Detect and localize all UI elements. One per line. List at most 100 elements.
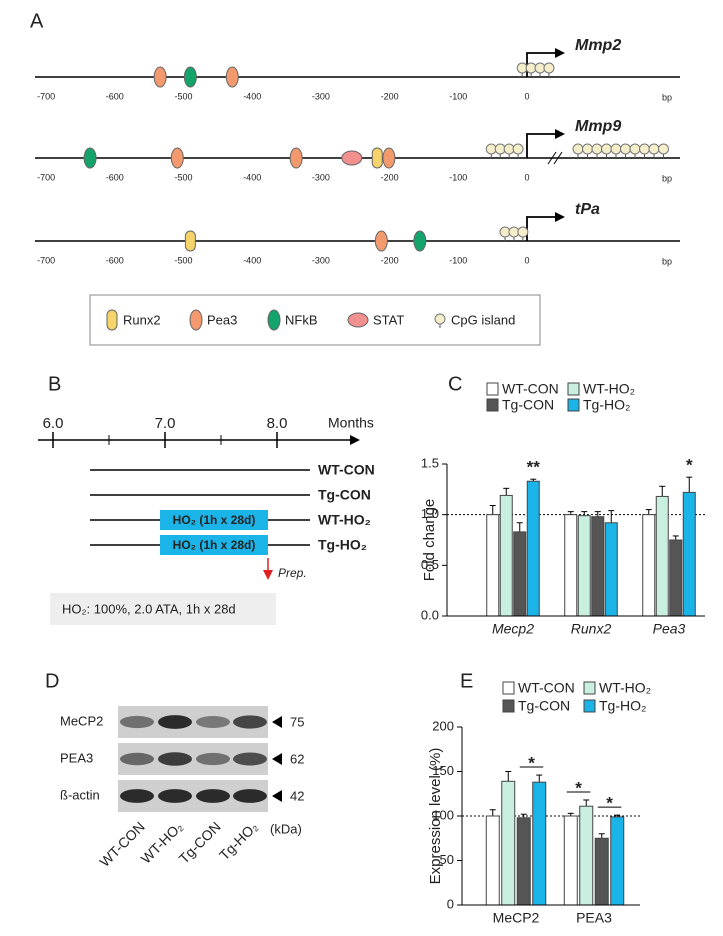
binding-site — [371, 147, 383, 169]
bar — [610, 816, 625, 906]
bar — [532, 781, 547, 906]
timeline-tick-label: 7.0 — [155, 415, 176, 432]
blot-band — [233, 789, 267, 803]
legend-swatch — [502, 699, 515, 713]
bp-tick-label: -600 — [106, 172, 124, 182]
legend-swatch — [583, 699, 596, 713]
treatment-label: HO₂ (1h x 28d) — [173, 538, 256, 552]
lane-label: Tg-CON — [176, 818, 224, 866]
group-label: Tg-CON — [318, 487, 371, 503]
bar — [579, 805, 594, 906]
treatment-box — [160, 535, 268, 555]
y-tick-label: 0.0 — [421, 607, 439, 622]
legend-label: CpG island — [451, 312, 515, 327]
y-tick-label: 50 — [440, 852, 454, 867]
cpg-site — [639, 143, 650, 155]
bp-tick-label: -300 — [312, 255, 330, 265]
significance-label: ** — [527, 458, 541, 477]
bar — [682, 491, 696, 617]
legend-label: STAT — [373, 312, 404, 327]
panel-label: B — [48, 373, 61, 395]
bp-unit: bp — [662, 256, 672, 266]
x-tick-label: Runx2 — [571, 621, 612, 637]
cpg-site — [591, 143, 603, 155]
binding-site — [289, 147, 303, 169]
significance-label: * — [606, 794, 613, 813]
legend-label: WT-HO₂ — [583, 381, 635, 397]
size-arrow — [272, 716, 282, 728]
x-tick-label: Mecp2 — [492, 621, 534, 637]
gene-name: Mmp2 — [575, 37, 621, 54]
blot-band — [233, 715, 267, 729]
legend-label: Pea3 — [207, 312, 237, 327]
legend-label: Runx2 — [123, 312, 161, 327]
treatment-box — [160, 510, 268, 530]
timeline-tick-label: 6.0 — [43, 415, 64, 432]
bp-tick-label: -100 — [449, 91, 467, 101]
binding-site — [413, 230, 427, 252]
protein-label: MeCP2 — [60, 713, 103, 728]
bp-tick-label: -300 — [312, 172, 330, 182]
blot-band — [233, 752, 267, 766]
gene-name: tPa — [575, 201, 600, 218]
bp-tick-label: -200 — [381, 255, 399, 265]
bar — [501, 780, 516, 906]
y-tick-label: 0 — [447, 896, 454, 911]
bp-tick-label: -400 — [243, 172, 261, 182]
size-label: 62 — [290, 751, 304, 766]
x-tick-label: MeCP2 — [493, 910, 540, 926]
bar — [669, 539, 683, 617]
legend-label: Tg-HO₂ — [599, 698, 646, 714]
y-tick-label: 100 — [432, 807, 454, 822]
timeline-tick-label: 8.0 — [267, 415, 288, 432]
legend-label: WT-CON — [502, 381, 559, 397]
blot-band — [158, 752, 192, 766]
blot-band — [196, 752, 230, 766]
note: HO₂: 100%, 2.0 ATA, 1h x 28d — [62, 601, 236, 616]
cpg-site — [517, 226, 529, 238]
legend-label: Tg-CON — [518, 698, 570, 714]
lane-label: Tg-HO₂ — [216, 818, 261, 863]
legend-label: WT-HO₂ — [599, 680, 651, 696]
legend-swatch — [486, 382, 499, 396]
y-tick-label: 150 — [432, 763, 454, 778]
panel-label: D — [45, 670, 59, 692]
group-label: WT-HO₂ — [318, 512, 371, 528]
legend-label: WT-CON — [518, 680, 575, 696]
bp-tick-label: -500 — [174, 172, 192, 182]
legend-icon — [189, 309, 203, 331]
blot-band — [120, 715, 154, 729]
legend-label: Tg-CON — [502, 397, 554, 413]
binding-site — [170, 147, 184, 169]
bp-tick-label: -400 — [243, 91, 261, 101]
bp-unit: bp — [662, 92, 672, 102]
legend-swatch — [567, 398, 580, 412]
legend-swatch — [502, 681, 515, 695]
blot-band — [120, 789, 154, 803]
binding-site — [184, 230, 196, 252]
binding-site — [225, 66, 239, 88]
panel-label: C — [448, 373, 462, 395]
legend-label: NFkB — [285, 312, 318, 327]
treatment-label: HO₂ (1h x 28d) — [173, 513, 256, 527]
axis-break — [553, 151, 563, 165]
cpg-site — [610, 143, 622, 155]
y-tick-label: 1.0 — [421, 506, 439, 521]
bar — [577, 515, 591, 617]
bar — [486, 514, 500, 617]
y-axis-label: Fold change — [421, 499, 438, 582]
axis-break — [547, 151, 557, 165]
size-arrow — [272, 753, 282, 765]
size-label: 75 — [290, 714, 304, 729]
panel-label: A — [30, 10, 44, 32]
protein-label: PEA3 — [60, 750, 93, 765]
bp-tick-label: -700 — [37, 91, 55, 101]
group-label: Tg-HO₂ — [318, 537, 367, 553]
bar — [516, 817, 531, 906]
binding-site — [183, 66, 197, 88]
blot-band — [120, 752, 154, 766]
blot-band — [158, 789, 192, 803]
bar — [526, 480, 540, 617]
size-label: 42 — [290, 788, 304, 803]
